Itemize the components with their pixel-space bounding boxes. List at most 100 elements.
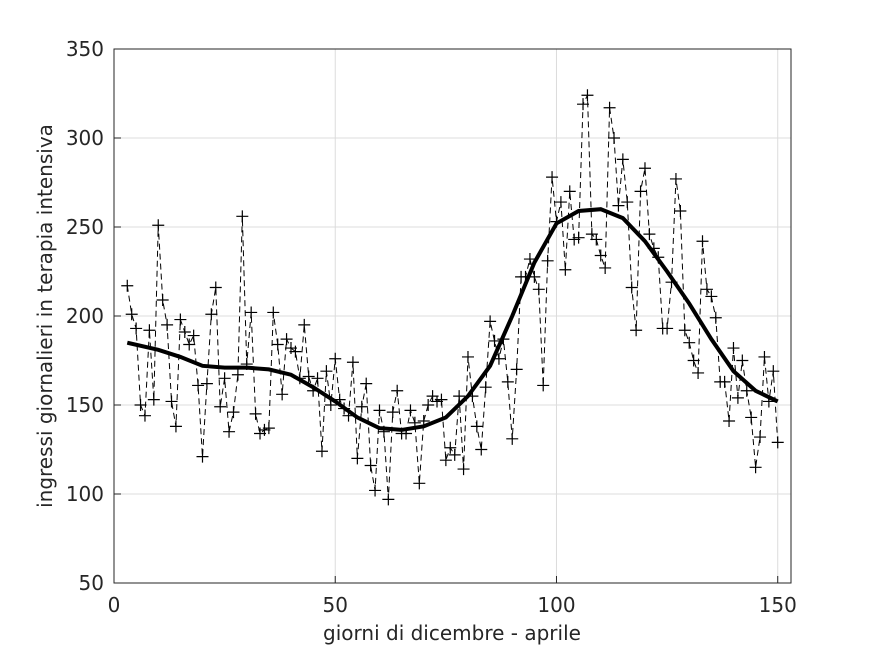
data-marker — [692, 366, 705, 379]
data-marker — [209, 281, 222, 294]
series-line — [126, 207, 779, 432]
data-marker — [223, 425, 236, 438]
data-marker — [315, 445, 328, 458]
data-marker — [196, 450, 209, 463]
data-marker — [572, 231, 585, 244]
data-marker — [174, 313, 187, 326]
data-marker — [413, 477, 426, 490]
data-marker — [360, 377, 373, 390]
data-marker — [391, 384, 404, 397]
x-tick-label: 150 — [759, 593, 797, 617]
data-marker — [630, 324, 643, 337]
data-marker — [448, 448, 461, 461]
data-marker — [608, 132, 621, 144]
data-marker — [289, 345, 302, 358]
data-marker — [554, 196, 567, 209]
data-marker — [634, 185, 647, 198]
y-tick-label: 300 — [66, 126, 104, 150]
data-marker — [709, 311, 722, 324]
data-marker — [723, 415, 736, 428]
data-marker — [276, 388, 289, 401]
data-marker — [165, 395, 178, 408]
data-marker — [771, 436, 784, 449]
data-marker — [661, 322, 674, 335]
y-tick-label: 50 — [79, 571, 104, 595]
data-marker — [718, 375, 731, 388]
data-marker — [214, 400, 227, 413]
data-marker — [590, 233, 603, 246]
data-marker — [484, 315, 497, 328]
data-marker — [745, 411, 758, 424]
data-marker — [696, 235, 709, 248]
data-marker — [577, 98, 590, 111]
data-marker — [386, 406, 399, 419]
data-marker — [351, 452, 364, 465]
data-marker — [603, 101, 616, 114]
data-marker — [537, 379, 550, 392]
data-marker — [125, 308, 138, 321]
plot-frame — [113, 48, 792, 584]
y-tick-label: 100 — [66, 482, 104, 506]
data-marker — [754, 431, 767, 444]
data-marker — [262, 422, 275, 435]
data-marker — [731, 391, 744, 404]
data-marker — [245, 306, 258, 319]
data-marker — [669, 172, 682, 185]
data-marker — [444, 441, 457, 454]
data-marker — [134, 399, 147, 411]
x-tick-label: 100 — [537, 593, 575, 617]
data-marker — [700, 283, 713, 296]
data-marker — [121, 279, 134, 292]
data-marker — [205, 308, 218, 321]
data-marker — [749, 461, 762, 474]
data-marker — [183, 338, 196, 351]
data-marker — [138, 409, 151, 422]
data-marker — [382, 493, 395, 506]
data-marker — [147, 393, 160, 406]
data-marker — [320, 365, 333, 378]
data-marker — [687, 354, 700, 367]
data-marker — [422, 399, 435, 411]
data-marker — [169, 420, 182, 433]
data-marker — [236, 210, 249, 223]
data-marker — [532, 283, 545, 296]
data-marker — [541, 254, 554, 267]
data-marker — [599, 261, 612, 274]
data-marker — [271, 338, 284, 351]
data-marker — [302, 370, 315, 383]
data-marker — [475, 443, 488, 456]
data-marker — [488, 334, 501, 347]
data-marker — [563, 185, 576, 198]
data-marker — [231, 368, 244, 381]
data-marker — [506, 432, 519, 445]
data-marker — [161, 318, 174, 331]
x-tick-label: 50 — [323, 593, 348, 617]
data-marker — [736, 354, 749, 367]
data-marker — [130, 322, 143, 335]
data-marker — [156, 293, 169, 306]
data-marker — [470, 420, 483, 433]
data-marker — [192, 379, 205, 392]
data-marker — [453, 390, 466, 403]
data-marker — [625, 281, 638, 294]
y-tick-label: 250 — [66, 215, 104, 239]
data-marker — [678, 324, 691, 337]
data-marker — [218, 372, 231, 385]
data-marker — [178, 326, 191, 339]
data-marker — [280, 333, 293, 346]
data-marker — [621, 196, 634, 209]
data-marker — [674, 204, 687, 217]
data-marker — [581, 89, 594, 102]
x-axis-label: giorni di dicembre - aprile — [323, 621, 581, 645]
data-marker — [404, 404, 417, 417]
data-marker — [329, 352, 342, 365]
data-marker — [638, 162, 651, 175]
data-marker — [457, 463, 470, 476]
data-marker — [355, 400, 368, 413]
y-tick-label: 150 — [66, 393, 104, 417]
data-marker — [187, 329, 200, 342]
data-marker — [364, 459, 377, 472]
data-marker — [311, 372, 324, 385]
data-marker — [501, 375, 514, 388]
